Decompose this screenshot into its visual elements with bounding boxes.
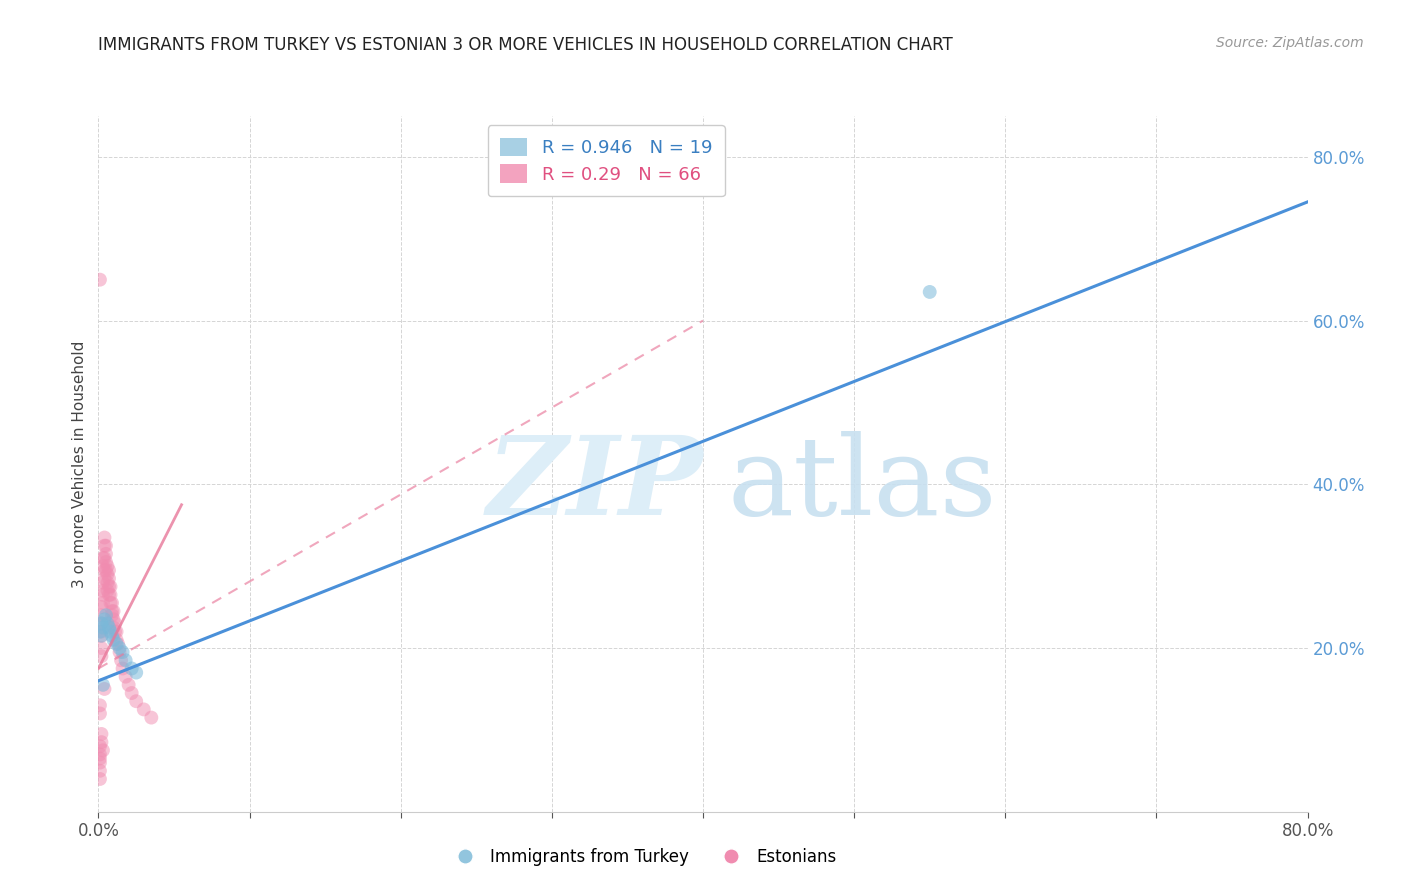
Point (91, 588, 114, 602)
Point (93, 563, 115, 577)
Point (104, 616, 127, 631)
Point (105, 632, 128, 647)
Point (90, 616, 112, 631)
Point (125, 665, 148, 680)
Point (89, 706, 111, 721)
Point (101, 596, 124, 610)
Point (96, 575, 118, 590)
Point (93, 571, 115, 585)
Point (118, 678, 141, 692)
Point (100, 624, 122, 639)
Point (105, 624, 128, 639)
Point (114, 670, 136, 684)
Point (107, 637, 129, 651)
Point (101, 629, 124, 643)
Point (110, 653, 132, 667)
Point (94, 563, 117, 577)
Point (89, 747, 111, 762)
Point (94, 539, 117, 553)
Point (104, 624, 127, 639)
Point (103, 632, 125, 647)
Text: ZIP: ZIP (486, 431, 703, 539)
Point (94, 547, 117, 561)
Point (918, 285, 941, 299)
Point (93, 551, 115, 566)
Text: atlas: atlas (727, 431, 997, 538)
Point (89, 273, 111, 287)
Text: Source: ZipAtlas.com: Source: ZipAtlas.com (1216, 36, 1364, 50)
Point (125, 694, 148, 708)
Point (98, 563, 121, 577)
Point (93, 681, 115, 696)
Point (96, 559, 118, 574)
Point (105, 637, 128, 651)
Point (96, 616, 118, 631)
Point (100, 588, 122, 602)
Y-axis label: 3 or more Vehicles in Household: 3 or more Vehicles in Household (72, 340, 87, 588)
Point (103, 621, 125, 635)
Point (91, 596, 114, 610)
Point (90, 629, 112, 643)
Point (121, 686, 143, 700)
Point (96, 567, 118, 582)
Point (93, 531, 115, 545)
Point (94, 608, 117, 623)
Point (91, 575, 114, 590)
Point (90, 640, 112, 655)
Point (103, 612, 125, 626)
Point (91, 678, 114, 692)
Point (93, 539, 115, 553)
Point (100, 580, 122, 594)
Text: IMMIGRANTS FROM TURKEY VS ESTONIAN 3 OR MORE VEHICLES IN HOUSEHOLD CORRELATION C: IMMIGRANTS FROM TURKEY VS ESTONIAN 3 OR … (98, 36, 953, 54)
Point (89, 772, 111, 786)
Point (103, 604, 125, 618)
Point (108, 640, 131, 655)
Point (91, 559, 114, 574)
Point (90, 649, 112, 664)
Point (89, 764, 111, 778)
Point (91, 621, 114, 635)
Point (89, 751, 111, 765)
Point (90, 600, 112, 615)
Point (114, 653, 136, 667)
Point (93, 612, 115, 626)
Point (121, 661, 143, 675)
Point (100, 596, 122, 610)
Point (98, 621, 121, 635)
Point (98, 580, 121, 594)
Point (89, 756, 111, 770)
Point (90, 735, 112, 749)
Point (132, 702, 155, 716)
Point (94, 555, 117, 569)
Point (91, 583, 114, 598)
Point (90, 616, 112, 631)
Point (111, 645, 134, 659)
Point (108, 645, 131, 659)
Point (89, 698, 111, 713)
Point (91, 551, 114, 566)
Point (90, 727, 112, 741)
Point (90, 608, 112, 623)
Point (96, 583, 118, 598)
Point (90, 624, 112, 639)
Point (90, 629, 112, 643)
Point (89, 624, 111, 639)
Point (101, 608, 124, 623)
Point (141, 710, 163, 724)
Point (89, 739, 111, 754)
Point (101, 604, 124, 618)
Legend: Immigrants from Turkey, Estonians: Immigrants from Turkey, Estonians (441, 842, 844, 873)
Point (111, 661, 134, 675)
Point (98, 588, 121, 602)
Point (98, 571, 121, 585)
Point (91, 743, 114, 757)
